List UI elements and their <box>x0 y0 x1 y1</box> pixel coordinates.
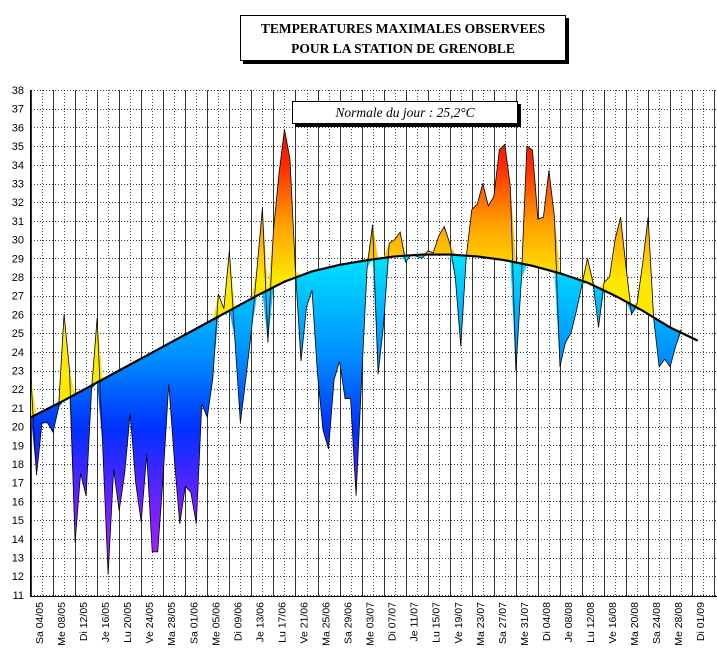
y-tick-label: 23 <box>12 366 24 378</box>
x-tick-label: Je 16/05 <box>100 602 112 642</box>
x-tick-label: Me 03/07 <box>365 602 377 646</box>
y-tick-label: 33 <box>12 179 24 191</box>
y-tick-label: 27 <box>12 291 24 303</box>
x-tick-label: Sa 27/07 <box>497 602 509 644</box>
x-tick-label: Di 04/08 <box>541 602 553 641</box>
x-tick-label: Ma 25/06 <box>321 602 333 646</box>
chart-title: TEMPERATURES MAXIMALES OBSERVEES POUR LA… <box>240 15 566 61</box>
observed-temperature-line <box>30 129 682 575</box>
x-tick-label: Ma 28/05 <box>166 602 178 646</box>
y-tick-label: 34 <box>12 160 24 172</box>
x-tick-label: Ma 20/08 <box>629 602 641 646</box>
x-tick-label: Ve 16/08 <box>607 602 619 644</box>
normal-annotation: Normale du jour : 25,2°C <box>292 101 518 124</box>
x-tick-label: Me 08/05 <box>56 602 68 646</box>
y-tick-label: 36 <box>12 122 24 134</box>
x-tick-label: Sa 01/06 <box>188 602 200 644</box>
y-tick-label: 18 <box>12 459 24 471</box>
y-tick-label: 30 <box>12 235 24 247</box>
chart-title-line2: POUR LA STATION DE GRENOBLE <box>291 41 515 56</box>
y-tick-label: 20 <box>12 422 24 434</box>
x-tick-label: Lu 12/08 <box>585 602 597 643</box>
y-tick-label: 22 <box>12 384 24 396</box>
y-tick-label: 29 <box>12 253 24 265</box>
x-tick-label: Ma 23/07 <box>475 602 487 646</box>
y-tick-label: 35 <box>12 141 24 153</box>
x-tick-label: Je 13/06 <box>254 602 266 642</box>
x-tick-label: Ve 21/06 <box>298 602 310 644</box>
y-tick-label: 26 <box>12 309 24 321</box>
below-normal-area <box>31 254 682 575</box>
y-tick-label: 37 <box>12 104 24 116</box>
y-tick-label: 19 <box>12 440 24 452</box>
x-tick-label: Ve 24/05 <box>144 602 156 644</box>
y-tick-label: 28 <box>12 272 24 284</box>
y-tick-label: 16 <box>12 496 24 508</box>
x-tick-label: Je 11/07 <box>409 602 421 642</box>
x-tick-label: Di 01/09 <box>695 602 707 641</box>
y-tick-label: 13 <box>12 553 24 565</box>
x-tick-label: Sa 29/06 <box>343 602 355 644</box>
y-tick-label: 21 <box>12 403 24 415</box>
x-tick-label: Di 07/07 <box>387 602 399 641</box>
grid-lines <box>31 90 717 597</box>
x-tick-label: Di 09/06 <box>232 602 244 641</box>
y-tick-label: 15 <box>12 515 24 527</box>
x-tick-label: Lu 20/05 <box>122 602 134 643</box>
y-tick-label: 38 <box>12 85 24 97</box>
x-tick-label: Sa 04/05 <box>34 602 46 644</box>
chart-title-line1: TEMPERATURES MAXIMALES OBSERVEES <box>260 21 546 36</box>
x-tick-label: Lu 15/07 <box>431 602 443 643</box>
x-tick-label: Di 12/05 <box>78 602 90 641</box>
x-tick-label: Ve 19/07 <box>453 602 465 644</box>
x-tick-label: Je 08/08 <box>563 602 575 642</box>
y-tick-label: 24 <box>12 347 24 359</box>
x-tick-label: Me 28/08 <box>673 602 685 646</box>
y-tick-label: 32 <box>12 197 24 209</box>
x-tick-label: Sa 24/08 <box>651 602 663 644</box>
y-tick-label: 14 <box>12 534 24 546</box>
y-tick-label: 31 <box>12 216 24 228</box>
y-tick-label: 11 <box>13 590 24 602</box>
x-tick-label: Me 05/06 <box>210 602 222 646</box>
normal-temperature-curve <box>30 253 699 419</box>
y-tick-label: 12 <box>12 571 24 583</box>
x-tick-label: Lu 17/06 <box>276 602 288 643</box>
y-tick-label: 25 <box>12 328 24 340</box>
y-tick-label: 17 <box>12 478 24 490</box>
x-tick-label: Me 31/07 <box>519 602 531 646</box>
